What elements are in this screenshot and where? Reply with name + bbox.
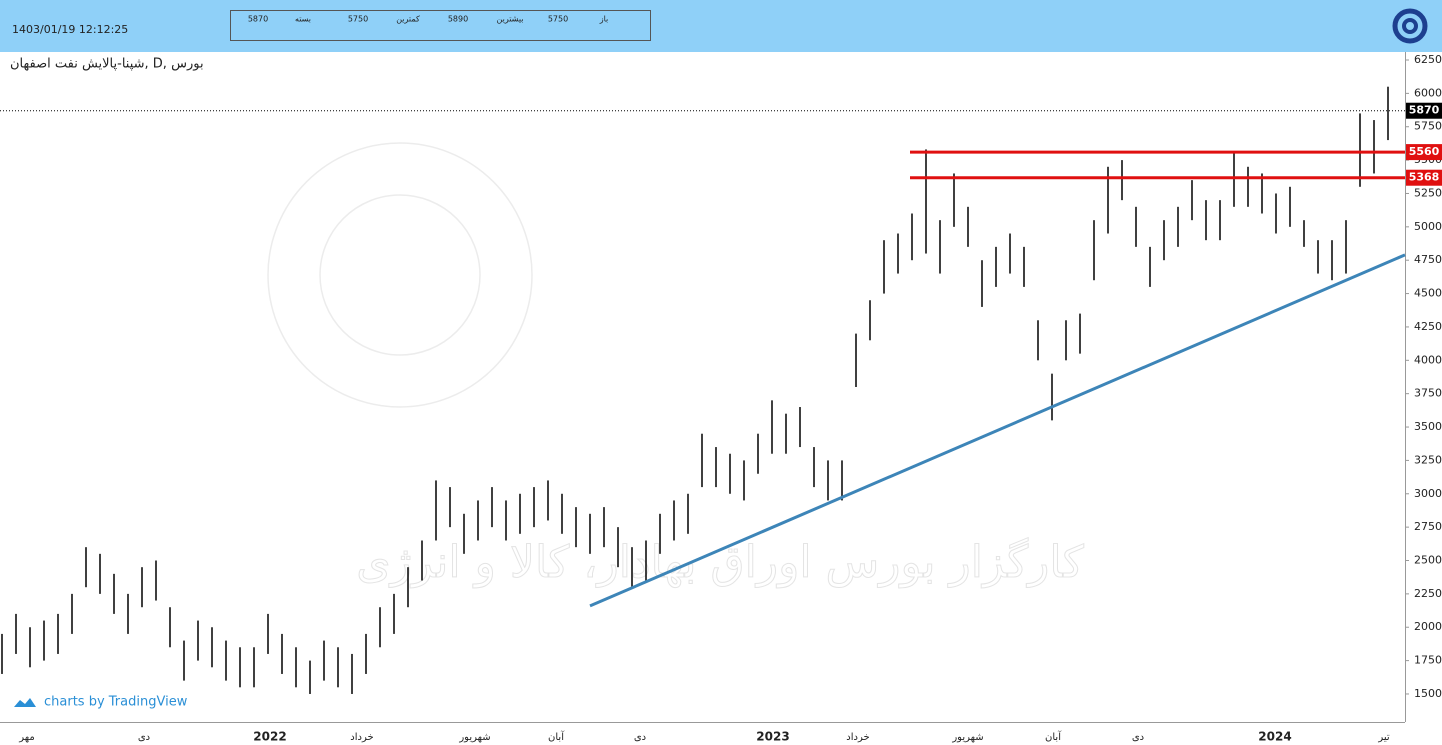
y-tick-label: 2500 xyxy=(1414,554,1442,567)
y-tick-label: 1500 xyxy=(1414,687,1442,700)
level-tag xyxy=(1406,169,1442,186)
chart-title: شپنا-پالایش نفت اصفهان, D, بورس xyxy=(10,57,204,72)
datetime: 1403/01/19 12:12:25 xyxy=(12,23,128,36)
y-tick-label: 4250 xyxy=(1414,320,1442,333)
quote-label: کمترین xyxy=(396,15,420,24)
quote-value: 5890 xyxy=(448,15,468,24)
level-label: 5870 xyxy=(1409,104,1440,117)
y-tick-label: 2250 xyxy=(1414,587,1442,600)
x-tick-label: شهریور xyxy=(951,732,983,743)
y-tick-label: 4500 xyxy=(1414,287,1442,300)
level-label: 5368 xyxy=(1409,171,1440,184)
level-label: 5560 xyxy=(1409,145,1440,158)
quote-label: بیشترین xyxy=(497,15,524,24)
x-tick-label: تیر xyxy=(1377,732,1390,743)
y-tick-label: 3750 xyxy=(1414,387,1442,400)
x-tick-label: آبان xyxy=(1045,730,1062,743)
y-tick-label: 4000 xyxy=(1414,353,1442,366)
x-tick-label: خرداد xyxy=(350,732,373,743)
x-tick-label: خرداد xyxy=(846,732,869,743)
x-tick-label: مهر xyxy=(18,732,34,743)
trendline xyxy=(589,253,1406,608)
quote-value: 5870 xyxy=(248,15,268,24)
x-tick-label: 2022 xyxy=(253,730,286,744)
y-tick-label: 3000 xyxy=(1414,487,1442,500)
quote-value: 5750 xyxy=(548,15,568,24)
level-tag xyxy=(1406,144,1442,161)
y-tick-label: 4750 xyxy=(1414,253,1442,266)
x-tick-label: آبان xyxy=(548,730,565,743)
top-bar xyxy=(0,0,1442,52)
quote-label: باز xyxy=(599,15,609,24)
y-tick-label: 1750 xyxy=(1414,654,1442,667)
x-tick-label: دی xyxy=(1132,732,1144,743)
attribution-icon xyxy=(14,698,36,707)
y-tick-label: 2000 xyxy=(1414,620,1442,633)
quote-value: 5750 xyxy=(348,15,368,24)
level-tag xyxy=(1406,102,1442,119)
y-tick-label: 6250 xyxy=(1414,53,1442,66)
quote-label: بسته xyxy=(295,15,311,24)
y-tick-label: 3500 xyxy=(1414,420,1442,433)
y-tick-label: 5000 xyxy=(1414,220,1442,233)
x-tick-label: دی xyxy=(138,732,150,743)
attribution: charts by TradingView xyxy=(44,695,188,710)
watermark-logo xyxy=(267,142,533,408)
y-tick-label: 2750 xyxy=(1414,520,1442,533)
logo xyxy=(1392,8,1428,44)
y-tick-label: 3250 xyxy=(1414,453,1442,466)
quote-box xyxy=(230,10,651,41)
y-tick-label: 6000 xyxy=(1414,86,1442,99)
x-tick-label: 2023 xyxy=(756,730,789,744)
x-tick-label: دی xyxy=(634,732,646,743)
x-tick-label: 2024 xyxy=(1258,730,1291,744)
x-tick-label: شهریور xyxy=(458,732,490,743)
watermark: کارگزار بورس اوراق بهادار، کالا و انرژی xyxy=(356,537,1084,588)
y-tick-label: 5250 xyxy=(1414,186,1442,199)
y-tick-label: 5750 xyxy=(1414,120,1442,133)
